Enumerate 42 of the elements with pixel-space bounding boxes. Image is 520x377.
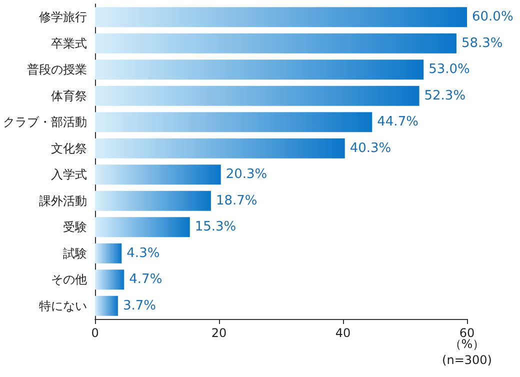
bar [95,243,122,264]
y-tick-label: 特にない [39,298,87,313]
data-label: 53.0% [428,62,470,78]
data-label: 52.3% [424,88,466,104]
bar [95,33,456,54]
text: (n=300) [442,353,492,367]
x-tick-label: 60 [459,326,475,340]
data-label: 44.7% [377,114,418,130]
y-tick-label: 入学式 [51,168,87,182]
y-tick-label: 普段の授業 [27,62,87,77]
y-tick-label: 課外活動 [39,194,87,208]
data-label: 20.3% [226,167,268,182]
bar [95,217,190,238]
x-tick-label: 0 [91,326,99,340]
bar [95,60,424,80]
data-label: 58.3% [461,36,503,51]
x-tick-label: 20 [211,326,227,340]
y-tick-label: 体育祭 [51,88,87,103]
bar [95,112,372,132]
bar [95,164,221,185]
bar [95,138,345,158]
y-tick-label: その他 [51,272,87,287]
bar [95,86,420,106]
y-tick-label: 卒業式 [51,36,87,50]
y-tick-label: 受験 [63,220,87,234]
data-label: 40.3% [350,140,392,156]
data-label: 15.3% [194,220,236,235]
data-label: 4.7% [129,272,162,288]
data-label: 18.7% [216,193,258,208]
x-tick-label: 40 [335,326,351,340]
data-label: 3.7% [122,298,156,314]
x-axis-title: （%） [449,337,485,351]
y-tick-label: 修学旅行 [39,10,87,24]
bar [95,190,211,211]
bar [95,270,124,290]
y-tick-label: 文化祭 [51,141,87,156]
bar [95,296,118,316]
bar [95,7,467,28]
y-tick-label: クラブ・部活動 [3,115,87,130]
data-label: 4.3% [126,246,160,261]
y-tick-label: 試験 [63,246,87,260]
data-label: 60.0% [472,10,514,25]
